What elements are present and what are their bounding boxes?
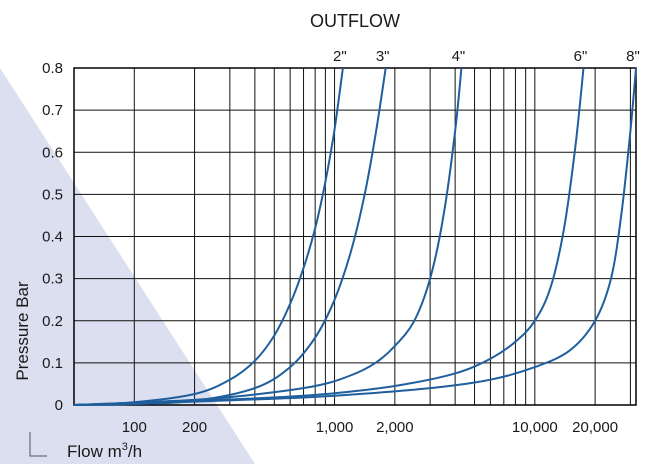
x-tick-label: 1,000 <box>316 419 354 436</box>
y-tick-label: 0.2 <box>42 313 63 330</box>
series-labels: 2" 3" 4" 6" 8" <box>333 48 640 65</box>
background-triangle-decoration <box>0 68 255 464</box>
x-tick-label: 200 <box>182 419 207 436</box>
series-curve <box>73 67 585 406</box>
x-axis-label-prefix: Flow m <box>67 442 122 461</box>
y-tick-label: 0 <box>55 397 63 414</box>
plot-frame <box>73 67 637 406</box>
chart-title: OUTFLOW <box>310 11 400 31</box>
y-tick-label: 0.6 <box>42 144 63 161</box>
y-tick-label: 0.4 <box>42 229 63 246</box>
series-label: 2" <box>333 48 347 65</box>
series-curve <box>73 67 344 406</box>
x-axis-label: Flow m3/h <box>67 441 142 461</box>
x-tick-label: 10,000 <box>512 419 558 436</box>
series-curve <box>73 67 463 406</box>
y-tick-label: 0.8 <box>42 60 63 77</box>
x-tick-label: 100 <box>122 419 147 436</box>
x-axis-label-suffix: /h <box>128 442 142 461</box>
x-tick-label: 2,000 <box>376 419 414 436</box>
x-axis-label-superscript: 3 <box>122 441 128 453</box>
x-tick-labels: 100 200 1,000 2,000 10,000 20,000 <box>122 419 618 436</box>
x-tick-label: 20,000 <box>572 419 618 436</box>
series-label: 8" <box>626 48 640 65</box>
curve-layer <box>73 67 637 406</box>
series-label: 3" <box>376 48 390 65</box>
y-axis-label: Pressure Bar <box>13 281 32 381</box>
y-tick-labels: 0 0.1 0.2 0.3 0.4 0.5 0.6 0.7 0.8 <box>42 60 63 414</box>
y-tick-label: 0.7 <box>42 102 63 119</box>
y-tick-label: 0.5 <box>42 186 63 203</box>
axis-corner-mark <box>29 432 47 457</box>
y-tick-label: 0.3 <box>42 271 63 288</box>
series-curve <box>73 67 637 406</box>
y-tick-label: 0.1 <box>42 355 63 372</box>
series-label: 4" <box>452 48 466 65</box>
series-label: 6" <box>574 48 588 65</box>
